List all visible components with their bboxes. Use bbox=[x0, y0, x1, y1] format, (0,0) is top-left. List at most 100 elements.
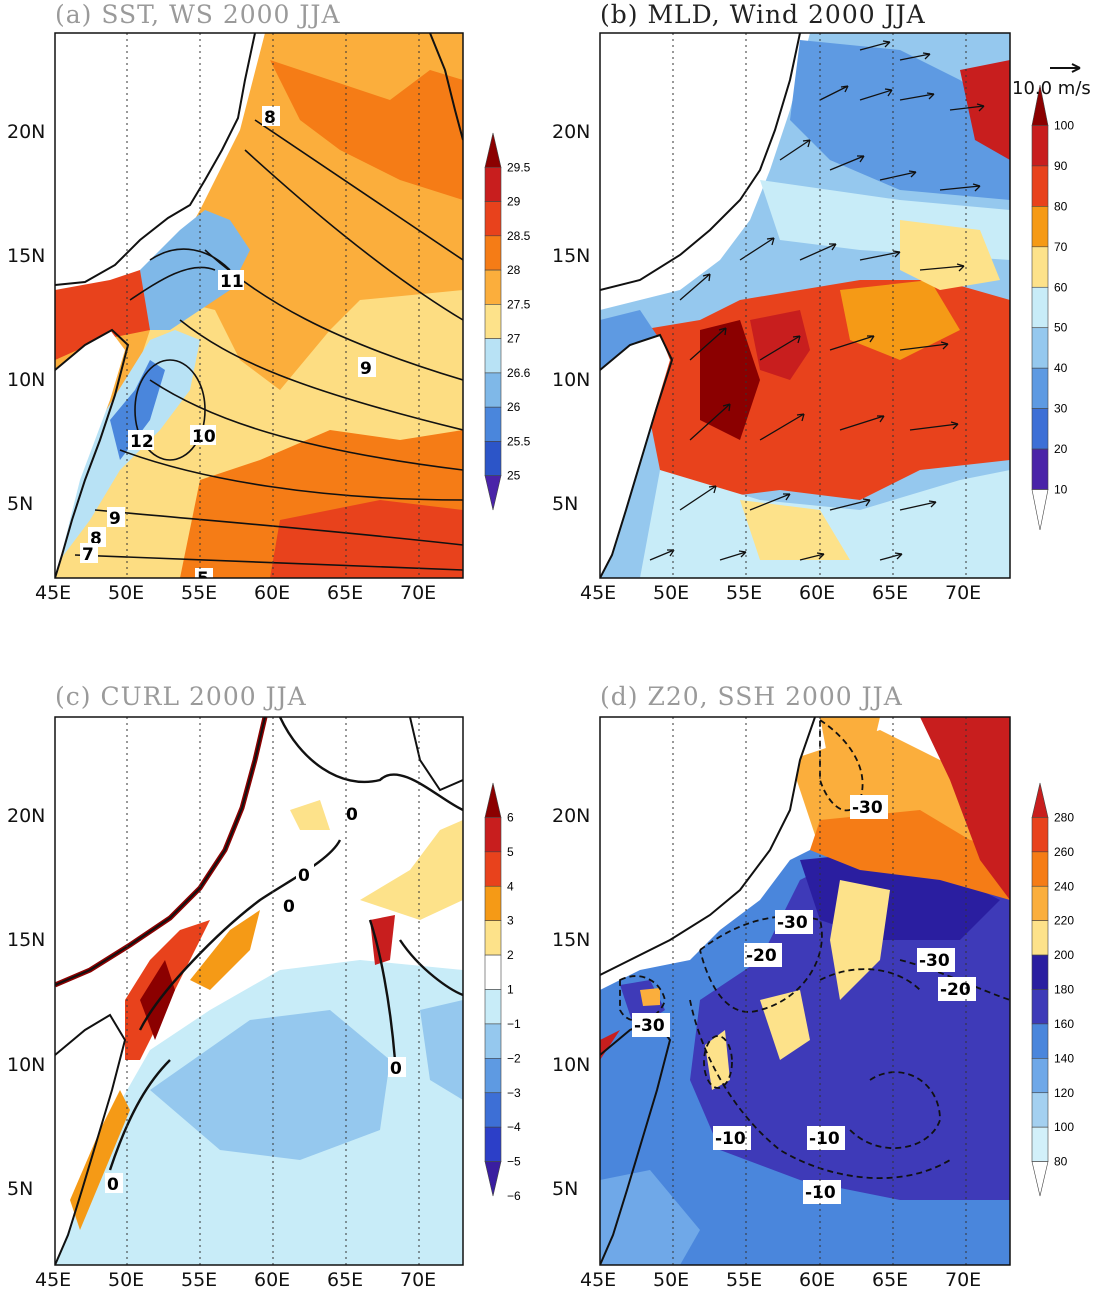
colorbar-swatch bbox=[1031, 954, 1049, 990]
colorbar-label: 220 bbox=[1054, 914, 1074, 928]
lon-tick-label: 60E bbox=[254, 582, 291, 604]
wind-vectors bbox=[649, 40, 985, 561]
colorbar-label: 5 bbox=[507, 845, 514, 859]
lat-tick-label: 15N bbox=[7, 245, 46, 267]
lat-tick-label: 5N bbox=[552, 493, 579, 515]
lon-tick-label: 50E bbox=[653, 582, 690, 604]
colorbar-swatch bbox=[1031, 125, 1049, 167]
lat-tick-label: 10N bbox=[7, 1054, 46, 1076]
colorbar-label: 40 bbox=[1054, 361, 1068, 375]
lon-tick-label: 50E bbox=[108, 1269, 145, 1291]
colorbar-label: 25.5 bbox=[507, 434, 531, 448]
colorbar-label: 50 bbox=[1054, 321, 1068, 335]
colorbar-swatch bbox=[1031, 206, 1049, 248]
lat-tick-label: 10N bbox=[552, 1054, 591, 1076]
colorbar-swatch bbox=[1031, 286, 1049, 329]
colorbar-label: 80 bbox=[1054, 1155, 1068, 1169]
contour-label: 8 bbox=[264, 108, 276, 128]
contour-label: -20 bbox=[746, 946, 777, 966]
contour-label: 9 bbox=[109, 509, 121, 529]
lon-tick-label: 60E bbox=[799, 582, 836, 604]
colorbar-label: −3 bbox=[507, 1086, 521, 1100]
colorbar-label: 30 bbox=[1054, 402, 1068, 416]
colorbar-swatch bbox=[1031, 327, 1049, 369]
colorbar-swatch bbox=[1031, 1092, 1049, 1128]
colorbar-swatch bbox=[1031, 408, 1049, 450]
lon-tick-label: 50E bbox=[653, 1269, 690, 1291]
colorbar-label: −4 bbox=[507, 1120, 521, 1134]
lon-tick-label: 70E bbox=[945, 1269, 982, 1291]
lat-tick-label: 15N bbox=[7, 929, 46, 951]
colorbar-swatch bbox=[484, 372, 502, 408]
panel-b-title: (b) MLD, Wind 2000 JJA bbox=[600, 0, 926, 29]
lat-tick-label: 5N bbox=[7, 493, 34, 515]
colorbar-swatch bbox=[484, 885, 502, 921]
colorbar-label: 25 bbox=[507, 469, 521, 483]
contour-label: -20 bbox=[940, 980, 971, 1000]
contour-label: 0 bbox=[283, 897, 295, 917]
lon-tick-label: 55E bbox=[726, 1269, 763, 1291]
lon-tick-label: 70E bbox=[400, 582, 437, 604]
panel-d-title: (d) Z20, SSH 2000 JJA bbox=[600, 682, 903, 711]
colorbar-label: −1 bbox=[507, 1017, 521, 1031]
panel-c-map: 0 0 0 0 0 bbox=[55, 717, 463, 1265]
lon-tick-label: 70E bbox=[400, 1269, 437, 1291]
colorbar-swatch bbox=[1031, 246, 1049, 288]
panel-c-title: (c) CURL 2000 JJA bbox=[55, 682, 307, 711]
contour-label: -10 bbox=[809, 1129, 840, 1149]
contour-label: -30 bbox=[919, 951, 950, 971]
colorbar-swatch bbox=[484, 989, 502, 1025]
colorbar-label: 160 bbox=[1054, 1017, 1074, 1031]
colorbar-label: 29.5 bbox=[507, 160, 531, 174]
lon-tick-label: 45E bbox=[580, 582, 617, 604]
colorbar-label: 3 bbox=[507, 914, 514, 928]
panel-d-map: -30 -30 -20 -30 -20 -30 -10 -10 -10 bbox=[600, 717, 1010, 1265]
colorbar-label: 260 bbox=[1054, 845, 1074, 859]
colorbar-swatch bbox=[1031, 782, 1049, 818]
contour-label: 11 bbox=[220, 272, 244, 292]
colorbar-label: −2 bbox=[507, 1051, 521, 1065]
colorbar-swatch bbox=[484, 338, 502, 374]
lon-tick-label: 45E bbox=[35, 1269, 72, 1291]
lat-tick-label: 5N bbox=[552, 1178, 579, 1200]
contour-label: -30 bbox=[634, 1016, 665, 1036]
colorbar-label: 20 bbox=[1054, 442, 1068, 456]
colorbar-swatch bbox=[484, 132, 502, 168]
lat-tick-label: 15N bbox=[552, 929, 591, 951]
contour-label: 0 bbox=[107, 1175, 119, 1195]
colorbar-label: 10 bbox=[1054, 483, 1068, 497]
colorbar-label: 60 bbox=[1054, 280, 1068, 294]
colorbar-swatch bbox=[1031, 489, 1049, 531]
lon-tick-label: 55E bbox=[726, 582, 763, 604]
colorbar-swatch bbox=[484, 441, 502, 477]
colorbar-label: 80 bbox=[1054, 199, 1068, 213]
lon-tick-label: 60E bbox=[799, 1269, 836, 1291]
colorbar-swatch bbox=[1031, 1058, 1049, 1094]
lon-tick-label: 60E bbox=[254, 1269, 291, 1291]
lat-tick-label: 20N bbox=[7, 805, 46, 827]
contour-label: 7 bbox=[82, 545, 94, 565]
colorbar-label: 26.6 bbox=[507, 366, 531, 380]
panel-a-title: (a) SST, WS 2000 JJA bbox=[55, 0, 341, 29]
colorbar-label: 28.5 bbox=[507, 229, 531, 243]
colorbar-swatch bbox=[1031, 885, 1049, 921]
colorbar-label: 100 bbox=[1054, 1120, 1074, 1134]
colorbar-swatch bbox=[1031, 989, 1049, 1025]
colorbar-label: 27.5 bbox=[507, 297, 531, 311]
colorbar-label: 4 bbox=[507, 879, 514, 893]
panel-a-map: 8 11 9 10 12 9 8 7 5 bbox=[55, 33, 463, 578]
lon-tick-label: 65E bbox=[872, 582, 909, 604]
colorbar-swatch bbox=[484, 1092, 502, 1128]
colorbar-swatch bbox=[484, 954, 502, 990]
colorbar-label: 29 bbox=[507, 195, 521, 209]
colorbar-swatch bbox=[484, 920, 502, 956]
lat-tick-label: 15N bbox=[552, 245, 591, 267]
colorbar-swatch bbox=[484, 817, 502, 853]
colorbar-swatch bbox=[1031, 1161, 1049, 1197]
colorbar-label: 100 bbox=[1054, 118, 1074, 132]
colorbar-swatch bbox=[484, 1023, 502, 1059]
lon-tick-label: 65E bbox=[327, 1269, 364, 1291]
colorbar-swatch bbox=[1031, 367, 1049, 409]
lon-tick-label: 45E bbox=[35, 582, 72, 604]
